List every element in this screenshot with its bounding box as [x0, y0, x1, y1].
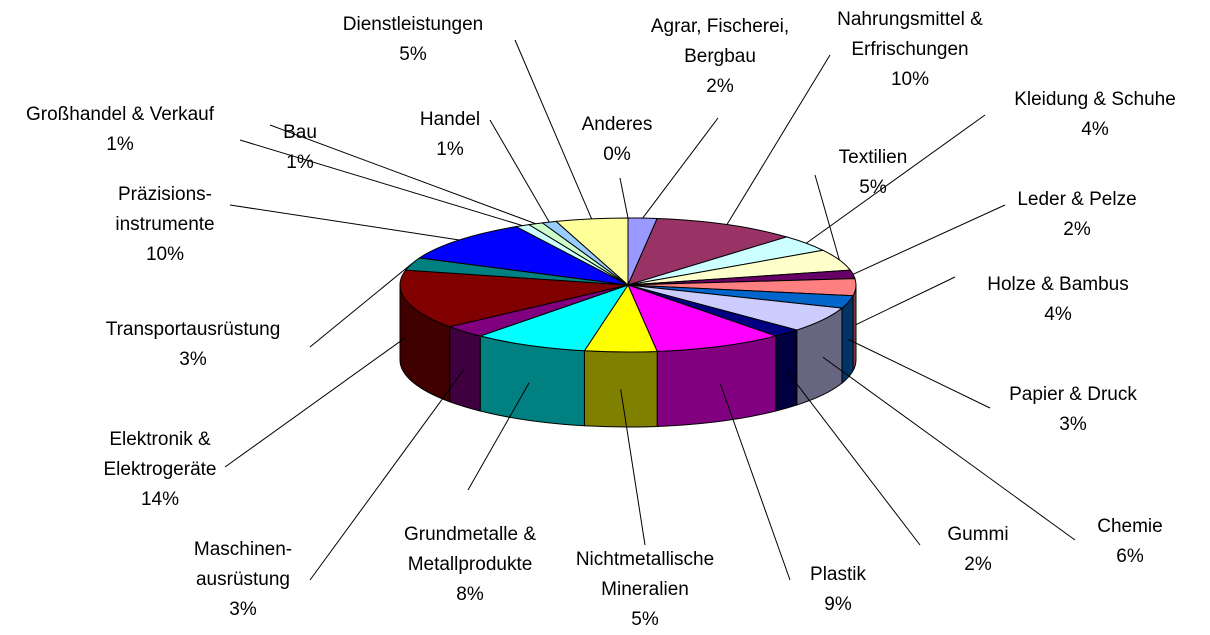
- category-label: Handel: [419, 109, 481, 130]
- slice-side: [775, 329, 798, 412]
- category-label: Bau: [283, 122, 317, 143]
- slice-label: Nahrungsmittel & Erfrischungen 10%: [820, 5, 1000, 95]
- value-label: 3%: [1059, 414, 1087, 435]
- value-label: 6%: [1116, 546, 1144, 567]
- value-label: 10%: [145, 244, 185, 265]
- leader-line: [239, 139, 523, 227]
- leader-line: [619, 177, 629, 219]
- slice-side: [583, 350, 658, 428]
- leader-line: [467, 382, 530, 491]
- slice-label: Handel 1%: [400, 105, 500, 165]
- category-label: Gummi: [947, 524, 1009, 545]
- value-label: 14%: [140, 489, 180, 510]
- value-label: 9%: [824, 594, 852, 615]
- value-label: 4%: [1044, 304, 1072, 325]
- category-label: Transportausrüstung: [105, 319, 281, 340]
- leader-line: [620, 389, 646, 546]
- value-label: 10%: [890, 69, 930, 90]
- slice-label: Dienstleistungen 5%: [318, 10, 508, 70]
- slice-label: Präzisions-instrumente 10%: [90, 180, 240, 270]
- category-label: Textilien: [838, 147, 908, 168]
- category-label: Kleidung & Schuhe: [1014, 89, 1176, 110]
- slice-label: Anderes 0%: [557, 110, 677, 170]
- slice-side: [841, 295, 854, 385]
- value-label: 3%: [229, 599, 257, 620]
- slice-label: Chemie 6%: [1080, 512, 1180, 572]
- category-label: Elektronik & Elektrogeräte: [103, 429, 217, 480]
- leader-line: [514, 39, 593, 220]
- category-label: Großhandel & Verkauf: [26, 104, 214, 125]
- slice: [478, 284, 630, 352]
- slice-label: Plastik 9%: [788, 560, 888, 620]
- value-label: 1%: [106, 134, 134, 155]
- leader-line: [822, 356, 1076, 541]
- slice: [627, 284, 778, 352]
- slice-label: Agrar, Fischerei, Bergbau 2%: [630, 12, 810, 102]
- slice-label: Bau 1%: [260, 118, 340, 178]
- value-label: 4%: [1081, 119, 1109, 140]
- category-label: Nichtmetallische Mineralien: [575, 549, 715, 600]
- slice-label: Maschinen-ausrüstung 3%: [183, 535, 303, 625]
- value-label: 8%: [456, 584, 484, 605]
- value-label: 3%: [179, 349, 207, 370]
- leader-line: [309, 263, 412, 348]
- category-label: Leder & Pelze: [1017, 189, 1137, 210]
- slice-label: Gummi 2%: [928, 520, 1028, 580]
- category-label: Grundmetalle & Metallprodukte: [403, 524, 536, 575]
- slice-label: Kleidung & Schuhe 4%: [990, 85, 1200, 145]
- slice-label: Papier & Druck 3%: [988, 380, 1158, 440]
- category-label: Maschinen-ausrüstung: [193, 539, 293, 590]
- value-label: 2%: [706, 76, 734, 97]
- slice-label: Textilien 5%: [813, 143, 933, 203]
- slice-label: Nichtmetallische Mineralien 5%: [555, 545, 735, 635]
- slice-label: Holze & Bambus 4%: [973, 270, 1143, 330]
- value-label: 0%: [603, 144, 631, 165]
- leader-line: [489, 119, 550, 223]
- slice-side: [449, 326, 481, 412]
- leader-line: [848, 339, 991, 409]
- category-label: Agrar, Fischerei, Bergbau: [650, 16, 790, 67]
- value-label: 5%: [631, 609, 659, 630]
- value-label: 2%: [1063, 219, 1091, 240]
- value-label: 2%: [964, 554, 992, 575]
- category-label: Nahrungsmittel & Erfrischungen: [837, 9, 983, 60]
- leader-line: [726, 54, 831, 225]
- leader-line: [229, 204, 460, 241]
- slice-label: Grundmetalle & Metallprodukte 8%: [380, 520, 560, 610]
- value-label: 1%: [436, 139, 464, 160]
- slice: [399, 269, 629, 328]
- value-label: 1%: [286, 152, 314, 173]
- slice-label: Elektronik & Elektrogeräte 14%: [85, 425, 235, 515]
- category-label: Plastik: [810, 564, 866, 585]
- slice-label: Großhandel & Verkauf 1%: [0, 100, 240, 160]
- slice-label: Transportausrüstung 3%: [78, 315, 308, 375]
- leader-line: [642, 117, 719, 219]
- leader-line: [719, 383, 791, 581]
- value-label: 5%: [859, 177, 887, 198]
- category-label: Holze & Bambus: [987, 274, 1129, 295]
- leader-line: [852, 204, 1006, 275]
- slice-label: Leder & Pelze 2%: [992, 185, 1162, 245]
- category-label: Anderes: [581, 114, 653, 135]
- leader-line: [805, 114, 986, 244]
- leader-line: [224, 337, 407, 468]
- category-label: Präzisions-instrumente: [115, 184, 215, 235]
- leader-line: [269, 124, 536, 225]
- leader-line: [855, 276, 956, 326]
- category-label: Dienstleistungen: [342, 14, 484, 35]
- category-label: Chemie: [1097, 516, 1163, 537]
- category-label: Papier & Druck: [1009, 384, 1137, 405]
- leader-line: [814, 174, 840, 260]
- leader-line: [309, 368, 465, 581]
- leader-line: [786, 370, 921, 546]
- value-label: 5%: [399, 44, 427, 65]
